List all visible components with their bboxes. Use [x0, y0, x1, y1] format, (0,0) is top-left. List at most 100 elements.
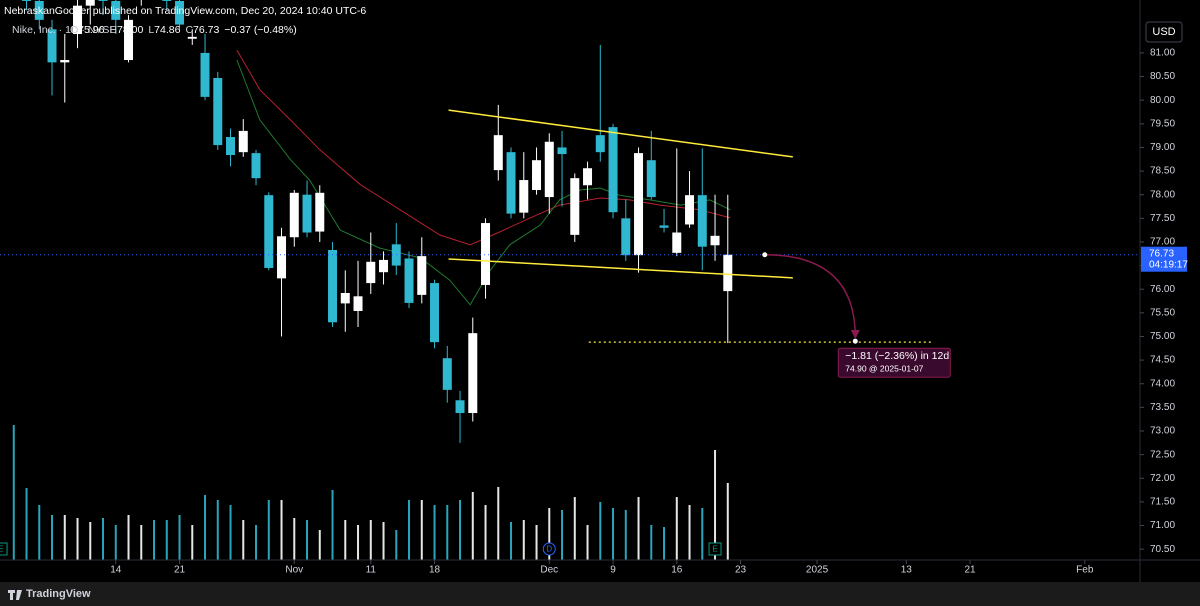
volume-bar	[675, 497, 678, 560]
last-price-label: 76.73	[1149, 248, 1174, 259]
event-badge	[542, 542, 556, 556]
x-tick-label: 14	[110, 565, 122, 576]
event-label: D	[546, 545, 552, 554]
event-marker[interactable]: D	[542, 542, 556, 556]
x-tick-label: Nov	[285, 565, 303, 576]
volume-bar	[726, 483, 729, 560]
candle-body	[340, 292, 350, 304]
y-tick-label: 72.00	[1150, 473, 1175, 484]
candle-body	[73, 5, 83, 35]
event-marker[interactable]: E	[708, 542, 722, 556]
volume-bar	[140, 525, 143, 560]
volume-bar	[599, 502, 602, 560]
volume-bar	[293, 518, 296, 560]
candle-body	[187, 36, 197, 39]
volume-bar	[178, 515, 181, 560]
y-tick-label: 73.00	[1150, 426, 1175, 437]
candle-body	[646, 160, 656, 198]
event-marker[interactable]: E	[0, 542, 8, 556]
last-price-box	[1141, 246, 1187, 272]
candle-body	[468, 333, 478, 414]
candle-body	[379, 259, 389, 273]
volume-bar	[420, 500, 423, 560]
candle-body	[60, 60, 70, 63]
volume-bar	[280, 500, 283, 560]
volume-bar	[561, 510, 564, 560]
candle-body	[200, 52, 210, 97]
y-tick-label: 75.00	[1150, 331, 1175, 342]
volume-bar	[191, 525, 194, 560]
legend-key: L	[148, 24, 154, 36]
y-tick-label: 72.50	[1150, 449, 1175, 460]
y-tick-label: 78.50	[1150, 166, 1175, 177]
y-tick-label: 79.50	[1150, 118, 1175, 129]
candle-body	[481, 223, 491, 285]
volume-bar	[357, 525, 360, 560]
x-tick-label: 21	[964, 565, 976, 576]
candle-body	[162, 0, 172, 1]
event-label: E	[712, 545, 717, 554]
candle-body	[672, 232, 682, 253]
volume-bar	[433, 505, 436, 560]
legend-value: 76.73	[193, 24, 219, 36]
candle-body	[430, 283, 440, 343]
x-tick-label: 21	[174, 565, 186, 576]
event-badge	[708, 542, 722, 556]
trendline	[448, 258, 793, 279]
candle-body	[47, 29, 57, 63]
candle-body	[493, 135, 503, 171]
candle-body	[302, 194, 312, 233]
candle-body	[22, 0, 32, 1]
y-tick-label: 75.50	[1150, 307, 1175, 318]
candle-body	[710, 235, 720, 246]
volume-bar	[114, 525, 117, 560]
candle-body	[328, 249, 338, 323]
volume-bar	[484, 505, 487, 560]
candle-body	[353, 296, 363, 311]
volume-bar	[12, 425, 15, 560]
volume-bar	[153, 520, 156, 560]
candle-body	[264, 195, 274, 268]
candle-body	[583, 168, 593, 186]
volume-bar	[714, 450, 717, 560]
candle-body	[544, 141, 554, 198]
volume-bar	[510, 522, 513, 560]
legend-key: H	[109, 24, 117, 36]
volume-bar	[535, 525, 538, 560]
brand: TradingView	[26, 588, 91, 600]
volume-bar	[522, 520, 525, 560]
y-tick-label: 70.50	[1150, 544, 1175, 555]
volume-bar	[459, 500, 462, 560]
candle-body	[634, 153, 644, 256]
y-tick-label: 80.50	[1150, 71, 1175, 82]
trendline	[448, 109, 793, 158]
legend-value: 74.86	[154, 24, 180, 36]
header: NebraskanGooner published on TradingView…	[4, 5, 366, 17]
candle-body	[608, 127, 618, 213]
candle-body	[697, 195, 707, 247]
legend-key: O	[70, 24, 78, 36]
volume-bar	[688, 505, 691, 560]
candle-body	[570, 178, 580, 235]
candle-body	[519, 180, 529, 213]
y-tick-label: 81.00	[1150, 48, 1175, 59]
y-tick-label: 77.50	[1150, 213, 1175, 224]
x-tick-label: 11	[366, 565, 377, 576]
candle-body	[506, 152, 516, 214]
volume-bar	[255, 525, 258, 560]
x-tick-label: Dec	[540, 565, 558, 576]
currency-box[interactable]	[1145, 21, 1183, 43]
volume-bar	[650, 525, 653, 560]
candle-body	[98, 0, 108, 1]
volume-bar	[89, 522, 92, 560]
candle-body	[723, 254, 733, 292]
volume-bar	[663, 527, 666, 560]
currency: USD	[1152, 26, 1175, 38]
symbol-title: Nike, Inc. · 1D · NYSE	[12, 24, 116, 36]
candle-body	[315, 192, 325, 232]
volume-bar	[25, 488, 28, 560]
candle-body	[404, 258, 414, 303]
y-tick-label: 77.00	[1150, 237, 1175, 248]
projection-end	[852, 338, 858, 344]
